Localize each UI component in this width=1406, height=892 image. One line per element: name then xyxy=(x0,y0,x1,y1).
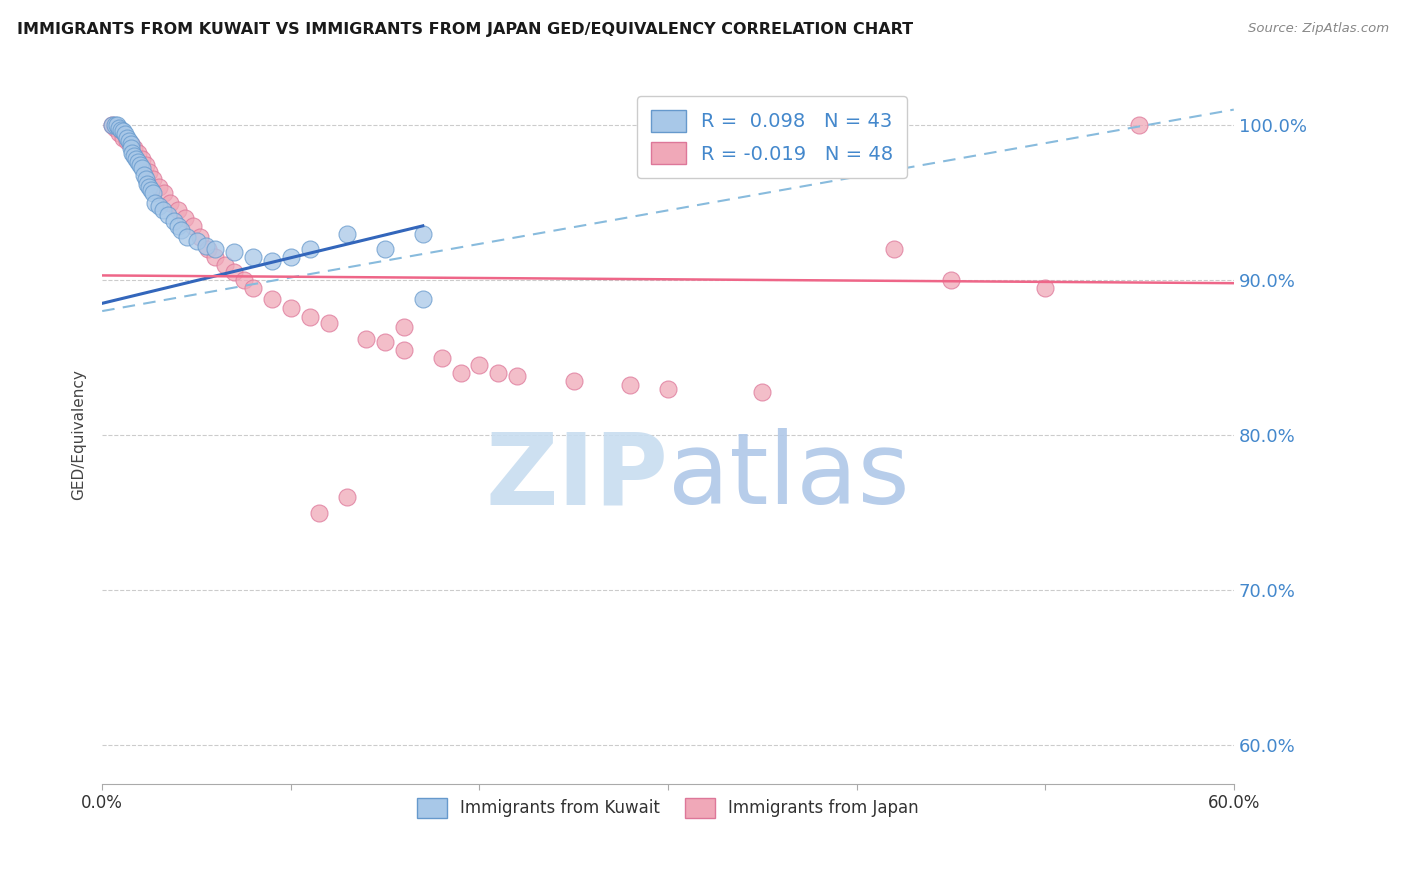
Point xyxy=(104,118,127,132)
Text: IMMIGRANTS FROM KUWAIT VS IMMIGRANTS FROM JAPAN GED/EQUIVALENCY CORRELATION CHAR: IMMIGRANTS FROM KUWAIT VS IMMIGRANTS FRO… xyxy=(17,22,912,37)
Point xyxy=(115,134,138,148)
Legend: Immigrants from Kuwait, Immigrants from Japan: Immigrants from Kuwait, Immigrants from … xyxy=(411,791,925,824)
Point xyxy=(110,122,132,136)
Point xyxy=(883,242,905,256)
Point xyxy=(111,130,134,145)
Point xyxy=(751,384,773,399)
Point xyxy=(153,186,176,201)
Point xyxy=(242,281,264,295)
Point xyxy=(298,242,321,256)
Point xyxy=(117,134,139,148)
Point xyxy=(214,258,236,272)
Text: ZIP: ZIP xyxy=(485,428,668,525)
Text: atlas: atlas xyxy=(668,428,910,525)
Point xyxy=(115,130,138,145)
Point xyxy=(148,199,170,213)
Point xyxy=(430,351,453,365)
Point xyxy=(142,186,165,201)
Point xyxy=(280,301,302,315)
Point xyxy=(166,219,188,233)
Point xyxy=(186,235,208,249)
Point xyxy=(450,366,472,380)
Y-axis label: GED/Equivalency: GED/Equivalency xyxy=(72,369,86,500)
Point xyxy=(308,506,330,520)
Point xyxy=(176,229,198,244)
Point xyxy=(124,141,146,155)
Point xyxy=(506,369,529,384)
Point xyxy=(105,118,128,132)
Point xyxy=(336,227,359,241)
Point xyxy=(142,172,165,186)
Point xyxy=(204,242,226,256)
Point xyxy=(468,359,491,373)
Point xyxy=(1033,281,1056,295)
Point xyxy=(114,128,136,142)
Point xyxy=(152,203,174,218)
Point xyxy=(188,229,211,244)
Point xyxy=(197,242,219,256)
Point xyxy=(392,343,415,357)
Point xyxy=(148,180,170,194)
Point xyxy=(129,158,152,172)
Point xyxy=(170,223,193,237)
Point xyxy=(486,366,509,380)
Point xyxy=(194,239,217,253)
Point xyxy=(392,319,415,334)
Point xyxy=(204,250,226,264)
Point xyxy=(232,273,254,287)
Point xyxy=(131,161,153,176)
Point xyxy=(298,310,321,325)
Point xyxy=(562,374,585,388)
Point xyxy=(166,203,188,218)
Point xyxy=(120,136,142,151)
Point xyxy=(127,146,149,161)
Point xyxy=(374,334,396,349)
Point xyxy=(143,195,166,210)
Point xyxy=(138,180,160,194)
Point xyxy=(412,227,434,241)
Point xyxy=(138,164,160,178)
Point xyxy=(657,382,679,396)
Point xyxy=(136,177,159,191)
Point xyxy=(174,211,197,225)
Point xyxy=(100,118,122,132)
Point xyxy=(619,378,641,392)
Point xyxy=(939,273,962,287)
Point xyxy=(127,155,149,169)
Point xyxy=(157,208,180,222)
Point xyxy=(224,265,246,279)
Point xyxy=(120,141,142,155)
Point xyxy=(224,245,246,260)
Point xyxy=(159,195,181,210)
Point xyxy=(135,158,157,172)
Point xyxy=(124,149,146,163)
Point xyxy=(354,332,377,346)
Point xyxy=(135,172,157,186)
Point xyxy=(181,219,204,233)
Point xyxy=(121,146,143,161)
Point xyxy=(318,317,340,331)
Point xyxy=(100,118,122,132)
Point xyxy=(125,152,148,166)
Point xyxy=(104,121,127,136)
Point xyxy=(163,214,186,228)
Point xyxy=(336,490,359,504)
Point xyxy=(260,254,283,268)
Text: Source: ZipAtlas.com: Source: ZipAtlas.com xyxy=(1249,22,1389,36)
Point xyxy=(374,242,396,256)
Point xyxy=(141,183,163,197)
Point xyxy=(260,292,283,306)
Point xyxy=(280,250,302,264)
Point xyxy=(242,250,264,264)
Point xyxy=(120,136,142,151)
Point xyxy=(412,292,434,306)
Point xyxy=(1128,118,1150,132)
Point xyxy=(132,168,155,182)
Point xyxy=(131,152,153,166)
Point xyxy=(111,124,134,138)
Point xyxy=(108,121,131,136)
Point xyxy=(108,126,131,140)
